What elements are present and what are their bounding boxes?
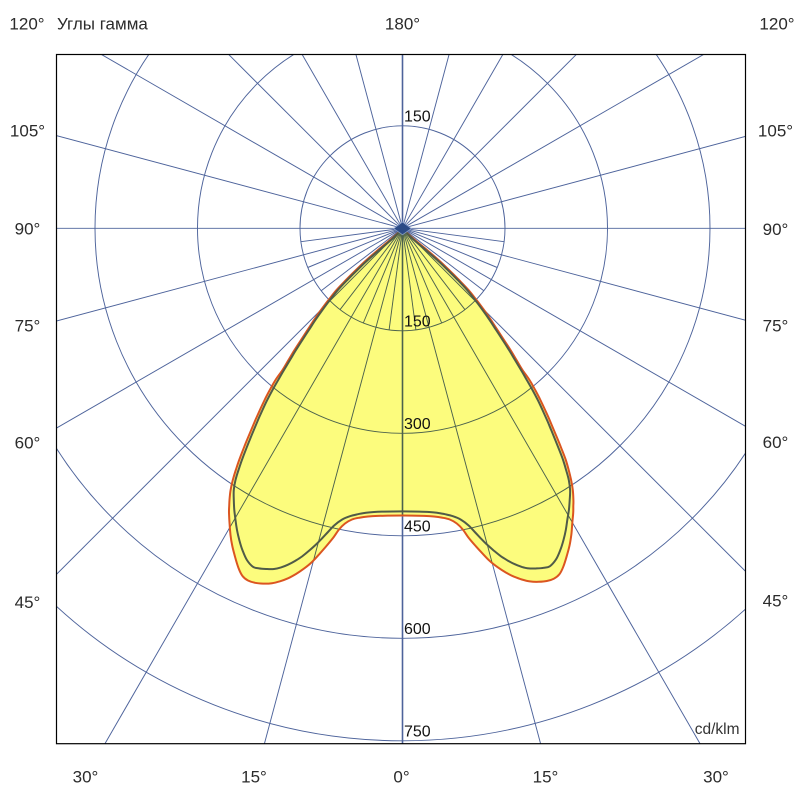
svg-text:450: 450: [404, 519, 431, 536]
svg-text:15°: 15°: [533, 768, 559, 787]
svg-text:30°: 30°: [73, 768, 99, 787]
svg-text:300: 300: [404, 416, 431, 433]
svg-text:15°: 15°: [241, 768, 267, 787]
svg-text:105°: 105°: [758, 122, 793, 141]
svg-text:150: 150: [404, 109, 431, 126]
svg-text:0°: 0°: [393, 768, 409, 787]
svg-text:180°: 180°: [385, 15, 420, 34]
svg-text:60°: 60°: [763, 433, 789, 452]
svg-text:150: 150: [404, 314, 431, 331]
svg-text:600: 600: [404, 621, 431, 638]
svg-text:45°: 45°: [15, 593, 41, 612]
svg-text:Углы гамма: Углы гамма: [57, 15, 148, 34]
svg-text:cd/klm: cd/klm: [695, 721, 740, 738]
svg-text:750: 750: [404, 724, 431, 741]
svg-text:60°: 60°: [15, 434, 41, 453]
svg-text:120°: 120°: [9, 15, 44, 34]
svg-text:75°: 75°: [763, 317, 789, 336]
svg-text:105°: 105°: [10, 122, 45, 141]
svg-text:90°: 90°: [15, 220, 41, 239]
svg-text:75°: 75°: [15, 317, 41, 336]
svg-text:45°: 45°: [763, 592, 789, 611]
svg-text:90°: 90°: [763, 220, 789, 239]
svg-text:30°: 30°: [703, 768, 729, 787]
svg-text:120°: 120°: [759, 15, 794, 34]
